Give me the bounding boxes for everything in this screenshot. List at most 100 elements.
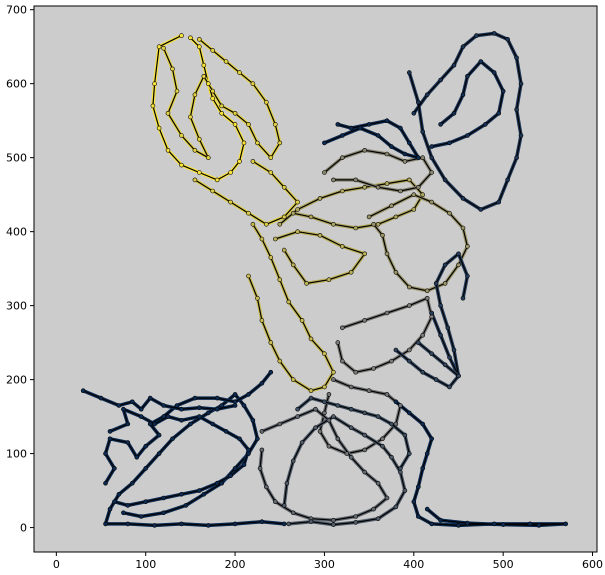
series-1-point-20 bbox=[250, 81, 256, 86]
series-5-point-5 bbox=[384, 181, 390, 186]
series-22-point-12 bbox=[241, 462, 247, 468]
series-18-point-9 bbox=[429, 521, 435, 527]
series-0-point-0 bbox=[179, 33, 184, 38]
series-8-point-12 bbox=[335, 340, 341, 345]
series-10-point-8 bbox=[375, 480, 381, 486]
series-12-point-6 bbox=[375, 414, 381, 419]
series-13-point-2 bbox=[420, 129, 426, 135]
series-5-point-13 bbox=[308, 214, 314, 220]
series-16-point-8 bbox=[415, 340, 421, 345]
series-22-point-19 bbox=[125, 503, 131, 508]
series-18-point-17 bbox=[438, 517, 443, 523]
series-5-point-8 bbox=[411, 207, 417, 212]
series-17-point-8 bbox=[398, 125, 403, 131]
series-22-point-13 bbox=[228, 473, 233, 479]
series-22-point-14 bbox=[214, 480, 220, 486]
series-21-point-4 bbox=[138, 406, 144, 412]
series-8-point-10 bbox=[353, 369, 359, 375]
series-11-point-11 bbox=[348, 425, 354, 431]
series-13-point-10 bbox=[518, 133, 524, 138]
series-1-point-7 bbox=[197, 136, 202, 142]
series-7-point-5 bbox=[420, 155, 426, 160]
series-18-point-11 bbox=[491, 521, 497, 527]
series-10-point-12 bbox=[331, 517, 336, 523]
series-11-point-13 bbox=[313, 425, 318, 431]
series-5-point-11 bbox=[353, 225, 359, 231]
series-18-point-10 bbox=[456, 523, 461, 528]
series-0-point-12 bbox=[232, 122, 238, 127]
series-1-point-4 bbox=[179, 133, 184, 138]
series-13-point-11 bbox=[514, 107, 519, 112]
series-10-point-14 bbox=[290, 510, 296, 516]
series-17-point-11 bbox=[348, 125, 354, 131]
series-13-point-13 bbox=[514, 55, 519, 61]
series-11-point-2 bbox=[331, 522, 336, 527]
series-20-point-4 bbox=[125, 440, 131, 445]
series-0-point-9 bbox=[228, 170, 233, 175]
series-14-point-7 bbox=[478, 59, 484, 64]
series-9-point-8 bbox=[344, 451, 350, 456]
series-6-point-4 bbox=[447, 210, 452, 216]
series-10-point-17 bbox=[257, 466, 263, 471]
series-19-point-12 bbox=[156, 451, 162, 456]
series-12-point-0 bbox=[295, 406, 300, 412]
plot-frame bbox=[33, 5, 598, 553]
series-19-point-8 bbox=[107, 506, 113, 512]
series-17-point-2 bbox=[357, 125, 363, 131]
series-1-point-10 bbox=[201, 74, 207, 79]
series-0-point-7 bbox=[197, 170, 202, 175]
series-19-point-6 bbox=[125, 521, 131, 527]
series-3-point-16 bbox=[250, 222, 256, 227]
series-6-point-10 bbox=[406, 284, 412, 290]
series-18-point-3 bbox=[429, 436, 435, 442]
series-18-point-1 bbox=[406, 410, 412, 416]
series-22-point-5 bbox=[165, 414, 171, 419]
series-1-point-5 bbox=[192, 148, 198, 153]
series-19-point-1 bbox=[259, 519, 265, 525]
series-8-point-7 bbox=[406, 347, 412, 353]
series-4-point-8 bbox=[290, 262, 296, 268]
series-21-point-0 bbox=[80, 388, 86, 394]
series-3-point-9 bbox=[322, 351, 327, 357]
series-12-point-9 bbox=[406, 451, 412, 456]
series-9-point-0 bbox=[331, 377, 336, 382]
series-19-point-19 bbox=[250, 417, 256, 423]
series-9-point-11 bbox=[322, 410, 327, 416]
series-20-point-8 bbox=[147, 421, 153, 427]
series-6-point-0 bbox=[366, 214, 372, 220]
series-11-point-17 bbox=[281, 503, 287, 508]
series-5-point-10 bbox=[375, 222, 381, 227]
series-0-point-4 bbox=[156, 125, 162, 131]
series-14-point-5 bbox=[500, 88, 506, 94]
series-3-point-12 bbox=[286, 299, 292, 305]
series-10-point-15 bbox=[272, 499, 278, 505]
series-3-point-10 bbox=[308, 336, 314, 342]
series-11-line bbox=[283, 416, 406, 526]
series-5-point-6 bbox=[406, 177, 412, 183]
series-19-point-22 bbox=[232, 466, 238, 471]
series-10-point-10 bbox=[371, 506, 376, 512]
series-7-point-4 bbox=[402, 159, 408, 164]
series-17-point-6 bbox=[415, 155, 421, 160]
series-19-point-11 bbox=[143, 466, 148, 471]
series-20-point-7 bbox=[156, 432, 162, 438]
series-11-point-14 bbox=[299, 440, 305, 445]
series-1-point-6 bbox=[206, 155, 211, 160]
series-13-point-3 bbox=[429, 155, 435, 160]
series-4-point-7 bbox=[304, 281, 309, 286]
series-1-point-15 bbox=[255, 140, 260, 146]
series-21-point-3 bbox=[130, 399, 135, 405]
series-17-point-7 bbox=[406, 140, 412, 146]
series-0-point-3 bbox=[150, 103, 156, 109]
series-0-point-1 bbox=[156, 44, 162, 50]
series-12-point-4 bbox=[348, 406, 354, 412]
series-10-point-5 bbox=[335, 436, 341, 442]
series-17-point-5 bbox=[402, 151, 408, 157]
series-19-point-23 bbox=[219, 480, 224, 486]
series-19-point-28 bbox=[121, 510, 126, 516]
series-6-point-14 bbox=[371, 222, 376, 227]
series-11-point-16 bbox=[284, 480, 290, 486]
series-17-point-3 bbox=[375, 133, 381, 138]
series-14-point-2 bbox=[465, 133, 470, 138]
series-14-point-8 bbox=[465, 74, 470, 79]
